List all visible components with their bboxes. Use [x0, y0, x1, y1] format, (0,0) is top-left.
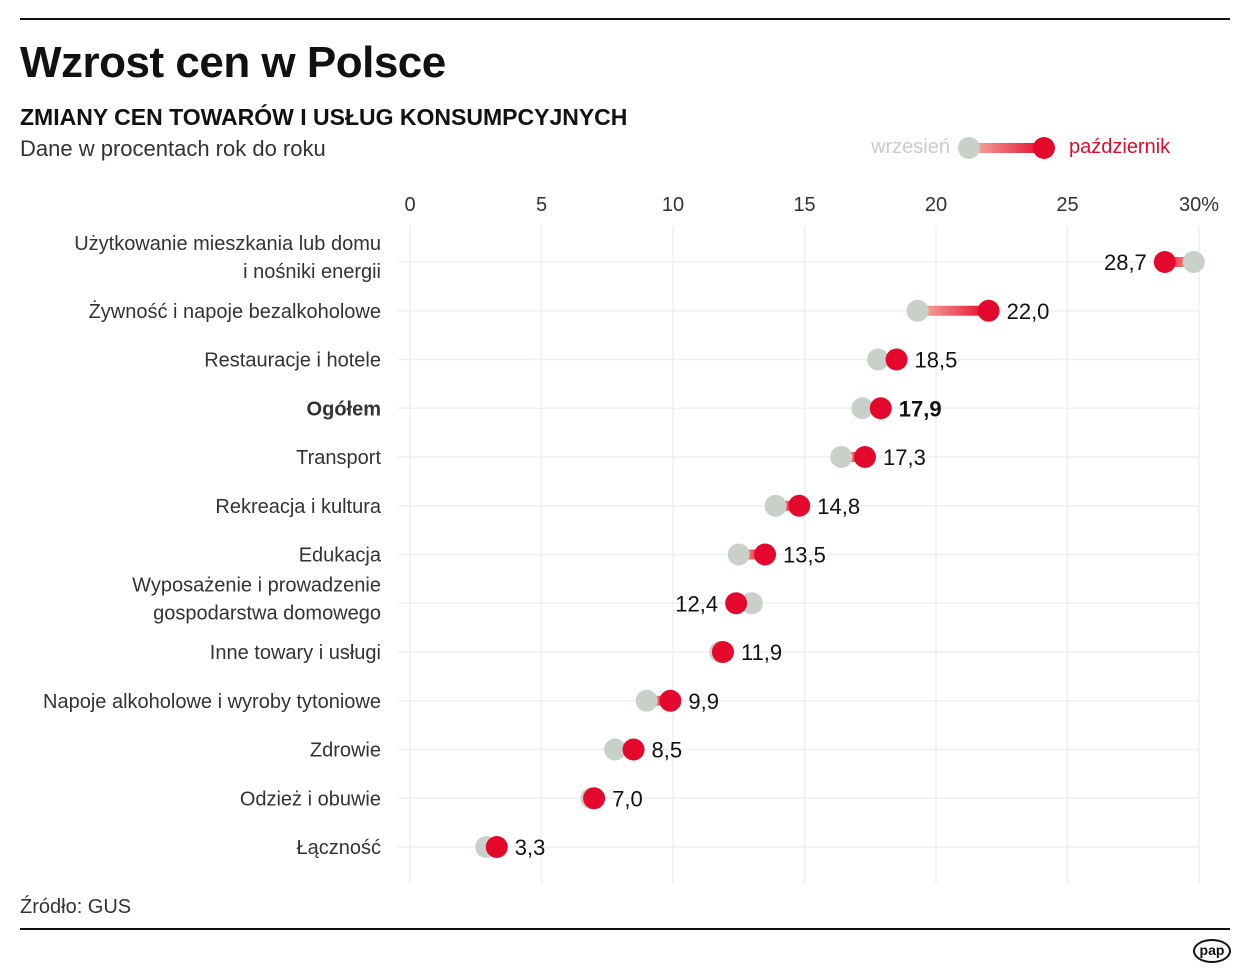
category-label: Wyposażenie i prowadzenie: [132, 574, 381, 596]
legend-bar: [969, 143, 1044, 153]
chart-title: Wzrost cen w Polsce: [20, 38, 446, 87]
category-label: Zdrowie: [310, 740, 381, 762]
x-tick-label: 25: [1056, 194, 1078, 216]
value-label: 11,9: [741, 640, 782, 665]
category-label: Inne towary i usługi: [210, 642, 381, 664]
dot-pazdziernik: [622, 738, 645, 761]
category-label: Odzież i obuwie: [240, 788, 381, 810]
value-label: 18,5: [915, 348, 958, 373]
dot-pazdziernik: [885, 348, 908, 371]
x-tick-label: 10: [662, 194, 684, 216]
dot-wrzesien: [906, 299, 929, 322]
x-tick-label: 5: [536, 194, 547, 216]
dot-wrzesien: [830, 446, 853, 468]
chart-subtitle: ZMIANY CEN TOWARÓW I USŁUG KONSUMPCYJNYC…: [20, 104, 628, 130]
category-label: Łączność: [297, 837, 382, 859]
dot-wrzesien: [1182, 251, 1205, 273]
bottom-rule: [20, 928, 1230, 930]
dot-pazdziernik: [788, 494, 811, 517]
dot-pazdziernik: [583, 787, 606, 810]
dumbbell-bar: [1164, 257, 1194, 267]
legend-label-pazdziernik: październik: [1069, 136, 1171, 158]
dumbbell-bar: [917, 305, 989, 316]
category-label: gospodarstwa domowego: [153, 602, 381, 624]
value-label: 3,3: [515, 835, 546, 860]
dumbbell-bar: [738, 549, 766, 560]
dot-wrzesien: [740, 592, 763, 615]
legend-label-wrzesien: wrzesień: [870, 136, 950, 158]
x-tick-label: 20: [925, 194, 947, 216]
category-label: Ogółem: [307, 398, 381, 420]
x-tick-label: 30%: [1179, 194, 1219, 216]
category-label: Użytkowanie mieszkania lub domu: [74, 233, 381, 255]
dot-wrzesien: [635, 689, 658, 712]
category-label: i nośniki energii: [243, 261, 381, 283]
dot-pazdziernik: [754, 543, 777, 566]
dot-pazdziernik: [659, 689, 682, 712]
value-label: 7,0: [612, 786, 643, 811]
dot-pazdziernik: [1153, 251, 1176, 273]
dumbbell-bar: [775, 500, 800, 511]
value-label: 22,0: [1007, 299, 1050, 324]
category-label: Napoje alkoholowe i wyroby tytoniowe: [43, 691, 381, 713]
dot-wrzesien: [764, 494, 787, 517]
x-tick-label: 0: [404, 194, 415, 216]
dot-pazdziernik: [725, 592, 748, 615]
dot-pazdziernik: [485, 836, 508, 858]
top-rule: [20, 18, 1230, 20]
dot-wrzesien: [851, 397, 874, 420]
dot-pazdziernik: [977, 299, 1000, 322]
value-label: 9,9: [688, 689, 719, 714]
dot-wrzesien: [604, 738, 627, 761]
value-label: 17,9: [899, 396, 942, 421]
chart-description: Dane w procentach rok do roku: [20, 136, 326, 161]
category-label: Żywność i napoje bezalkoholowe: [89, 300, 381, 323]
dot-pazdziernik: [711, 641, 734, 663]
dot-wrzesien: [867, 348, 890, 371]
source-note: Źródło: GUS: [20, 896, 132, 918]
dumbbell-bar: [841, 452, 865, 462]
value-label: 12,4: [675, 591, 718, 616]
dot-wrzesien: [727, 543, 750, 566]
value-label: 14,8: [817, 494, 860, 519]
value-label: 28,7: [1104, 250, 1147, 275]
x-tick-label: 15: [793, 194, 815, 216]
category-label: Restauracje i hotele: [204, 350, 381, 372]
category-label: Transport: [296, 447, 381, 469]
pap-logo: pap: [1193, 939, 1231, 963]
value-label: 17,3: [883, 445, 926, 470]
legend-dot-wrzesien: [958, 137, 980, 159]
legend-dot-pazdziernik: [1033, 137, 1055, 159]
value-label: 13,5: [783, 543, 826, 568]
value-label: 8,5: [652, 738, 683, 763]
dot-pazdziernik: [869, 397, 892, 420]
category-label: Rekreacja i kultura: [215, 496, 382, 518]
category-label: Edukacja: [299, 545, 382, 567]
dot-pazdziernik: [853, 446, 876, 468]
dumbbell-bar: [646, 695, 671, 706]
